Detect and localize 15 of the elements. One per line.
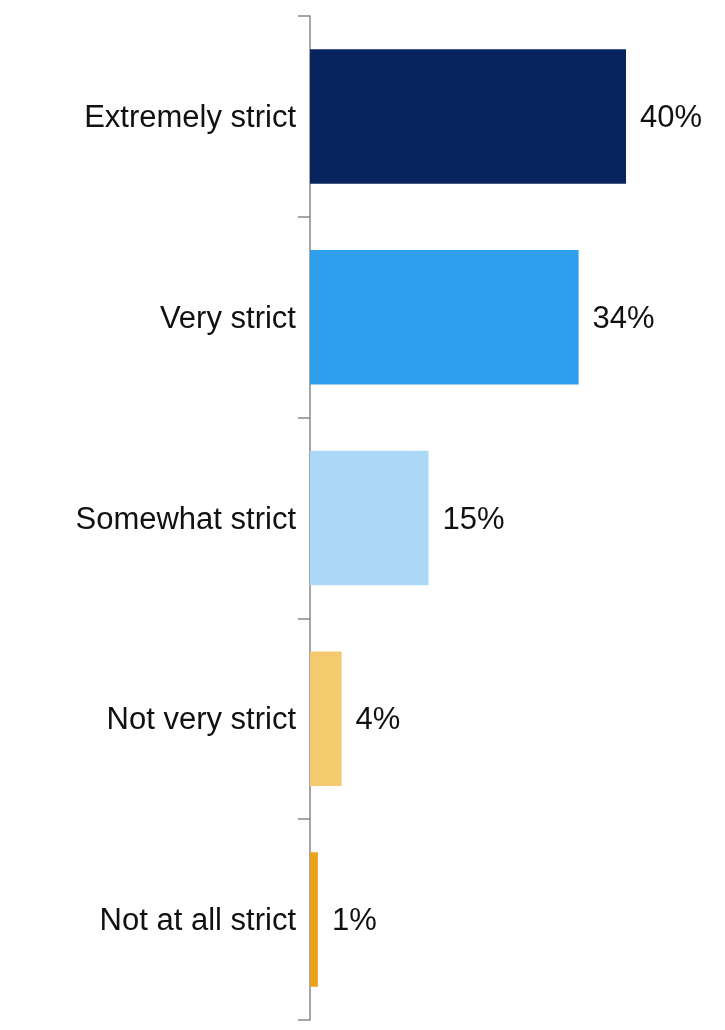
y-tick-label: Not very strict xyxy=(106,701,297,737)
bar xyxy=(310,450,429,586)
bar xyxy=(310,651,342,787)
data-label: 1% xyxy=(331,902,377,938)
bar xyxy=(310,249,579,385)
bar xyxy=(310,49,626,184)
y-tick-label: Somewhat strict xyxy=(75,500,297,536)
data-label: 15% xyxy=(442,500,505,536)
y-tick-label: Very strict xyxy=(159,299,297,335)
y-tick-label: Not at all strict xyxy=(99,902,297,938)
data-label: 40% xyxy=(640,98,703,134)
y-tick-label: Extremely strict xyxy=(84,98,297,134)
data-label: 4% xyxy=(355,701,401,737)
bar xyxy=(310,852,318,987)
data-label: 34% xyxy=(592,299,655,335)
